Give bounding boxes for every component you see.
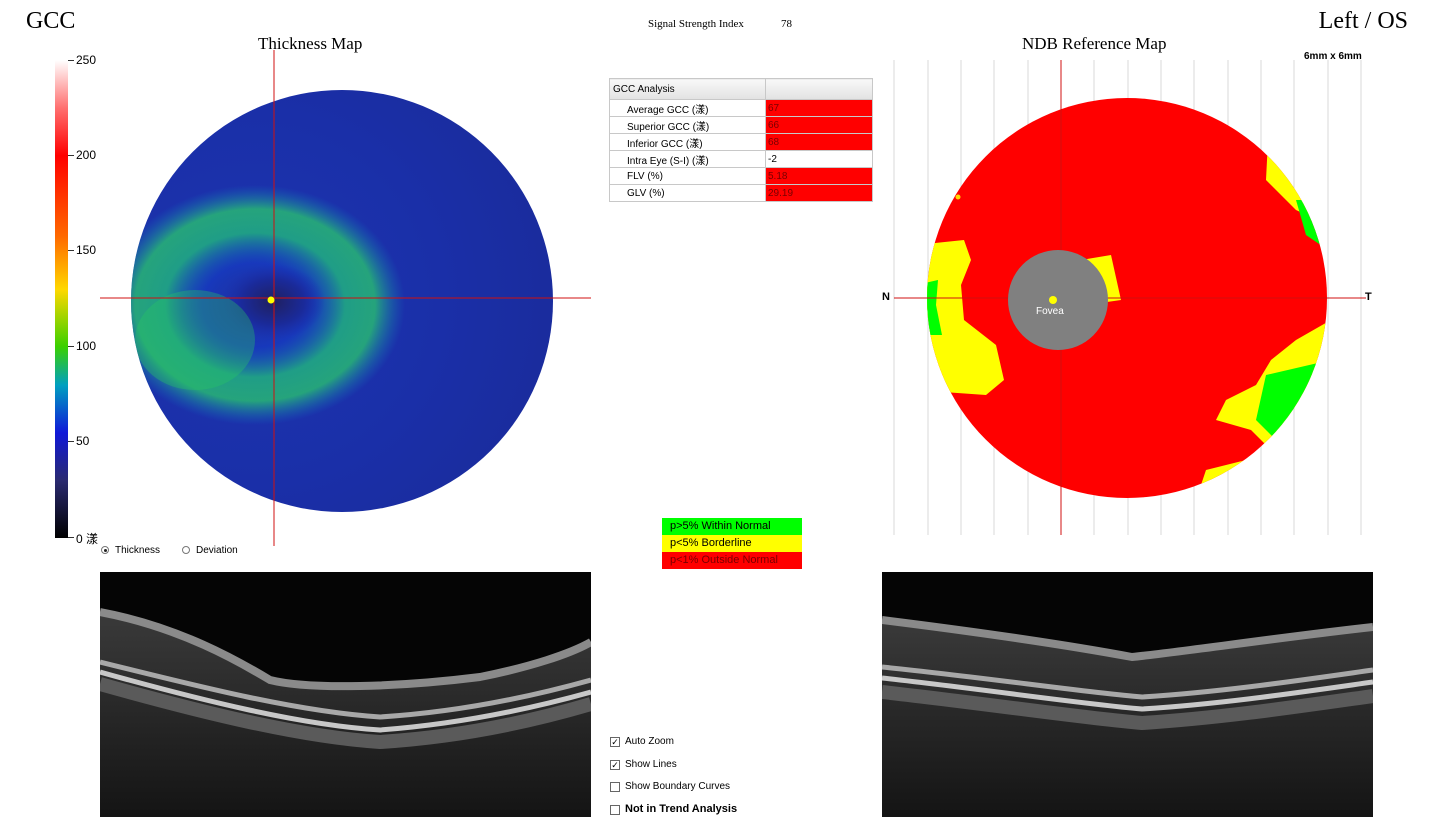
scale-tick	[68, 537, 74, 538]
scale-tick-label: 200	[76, 148, 97, 162]
show-boundary-curves-label: Show Boundary Curves	[625, 781, 731, 792]
scale-tick-label: 250	[76, 53, 97, 67]
scale-tick	[68, 250, 74, 251]
scale-tick	[68, 441, 74, 442]
gcc-analysis-header: GCC Analysis	[609, 78, 766, 100]
not-in-trend-analysis-label: Not in Trend Analysis	[625, 803, 738, 815]
signal-strength-value: 78	[781, 18, 792, 30]
legend-outside-normal: p<1% Outside Normal	[662, 552, 802, 569]
thickness-map-title: Thickness Map	[258, 34, 363, 53]
row-value: 67	[765, 99, 873, 117]
thickness-color-scale	[55, 60, 68, 538]
nasal-label: N	[882, 291, 890, 303]
table-row: Intra Eye (S-I) (漾) -2	[609, 150, 873, 168]
table-row: Inferior GCC (漾) 68	[609, 133, 873, 151]
thickness-radio-label: Thickness	[115, 545, 161, 556]
deviation-radio-label: Deviation	[196, 545, 238, 556]
auto-zoom-label: Auto Zoom	[625, 736, 674, 747]
table-row: FLV (%) 5.18	[609, 167, 873, 185]
thickness-map[interactable]	[95, 50, 595, 546]
thickness-radio[interactable]	[101, 546, 109, 554]
table-row: Average GCC (漾) 67	[609, 99, 873, 117]
temporal-label: T	[1365, 291, 1372, 303]
row-value: 29.19	[765, 184, 873, 202]
scale-tick-label: 150	[76, 243, 97, 257]
row-label: Superior GCC (漾)	[609, 116, 766, 134]
signal-strength-label: Signal Strength Index	[648, 18, 744, 30]
row-value: -2	[765, 150, 873, 168]
row-label: FLV (%)	[609, 167, 766, 185]
row-label: Inferior GCC (漾)	[609, 133, 766, 151]
row-value: 66	[765, 116, 873, 134]
scale-tick	[68, 60, 74, 61]
eye-label: Left / OS	[1318, 8, 1408, 34]
deviation-radio[interactable]	[182, 546, 190, 554]
right-bscan-image	[882, 572, 1373, 817]
ndb-reference-map[interactable]	[876, 60, 1386, 535]
legend-borderline: p<5% Borderline	[662, 535, 802, 552]
scale-tick-label: 50	[76, 434, 90, 448]
table-header-row: GCC Analysis	[609, 78, 873, 100]
app-title: GCC	[26, 8, 76, 34]
gcc-analysis-header-value	[765, 78, 873, 100]
fovea-label: Fovea	[1036, 306, 1064, 317]
left-bscan-image	[100, 572, 591, 817]
table-row: GLV (%) 29.19	[609, 184, 873, 202]
gcc-analysis-table: GCC Analysis Average GCC (漾) 67 Superior…	[609, 78, 873, 202]
auto-zoom-checkbox[interactable]: ✓	[610, 737, 620, 747]
show-lines-checkbox[interactable]: ✓	[610, 760, 620, 770]
fovea-region	[1008, 250, 1108, 350]
scale-tick-label: 0 漾	[76, 532, 99, 546]
fovea-marker	[267, 296, 275, 304]
ndb-map-title: NDB Reference Map	[1022, 34, 1167, 53]
legend-within-normal: p>5% Within Normal	[662, 518, 802, 535]
show-boundary-curves-checkbox[interactable]	[610, 782, 620, 792]
row-label: Intra Eye (S-I) (漾)	[609, 150, 766, 168]
fovea-marker	[1049, 296, 1057, 304]
row-label: Average GCC (漾)	[609, 99, 766, 117]
table-row: Superior GCC (漾) 66	[609, 116, 873, 134]
scale-tick	[68, 155, 74, 156]
row-label: GLV (%)	[609, 184, 766, 202]
show-lines-label: Show Lines	[625, 759, 677, 770]
row-value: 68	[765, 133, 873, 151]
scale-tick-label: 100	[76, 339, 97, 353]
not-in-trend-analysis-checkbox[interactable]	[610, 805, 620, 815]
row-value: 5.18	[765, 167, 873, 185]
scale-tick	[68, 346, 74, 347]
scan-size-label: 6mm x 6mm	[1304, 51, 1362, 62]
